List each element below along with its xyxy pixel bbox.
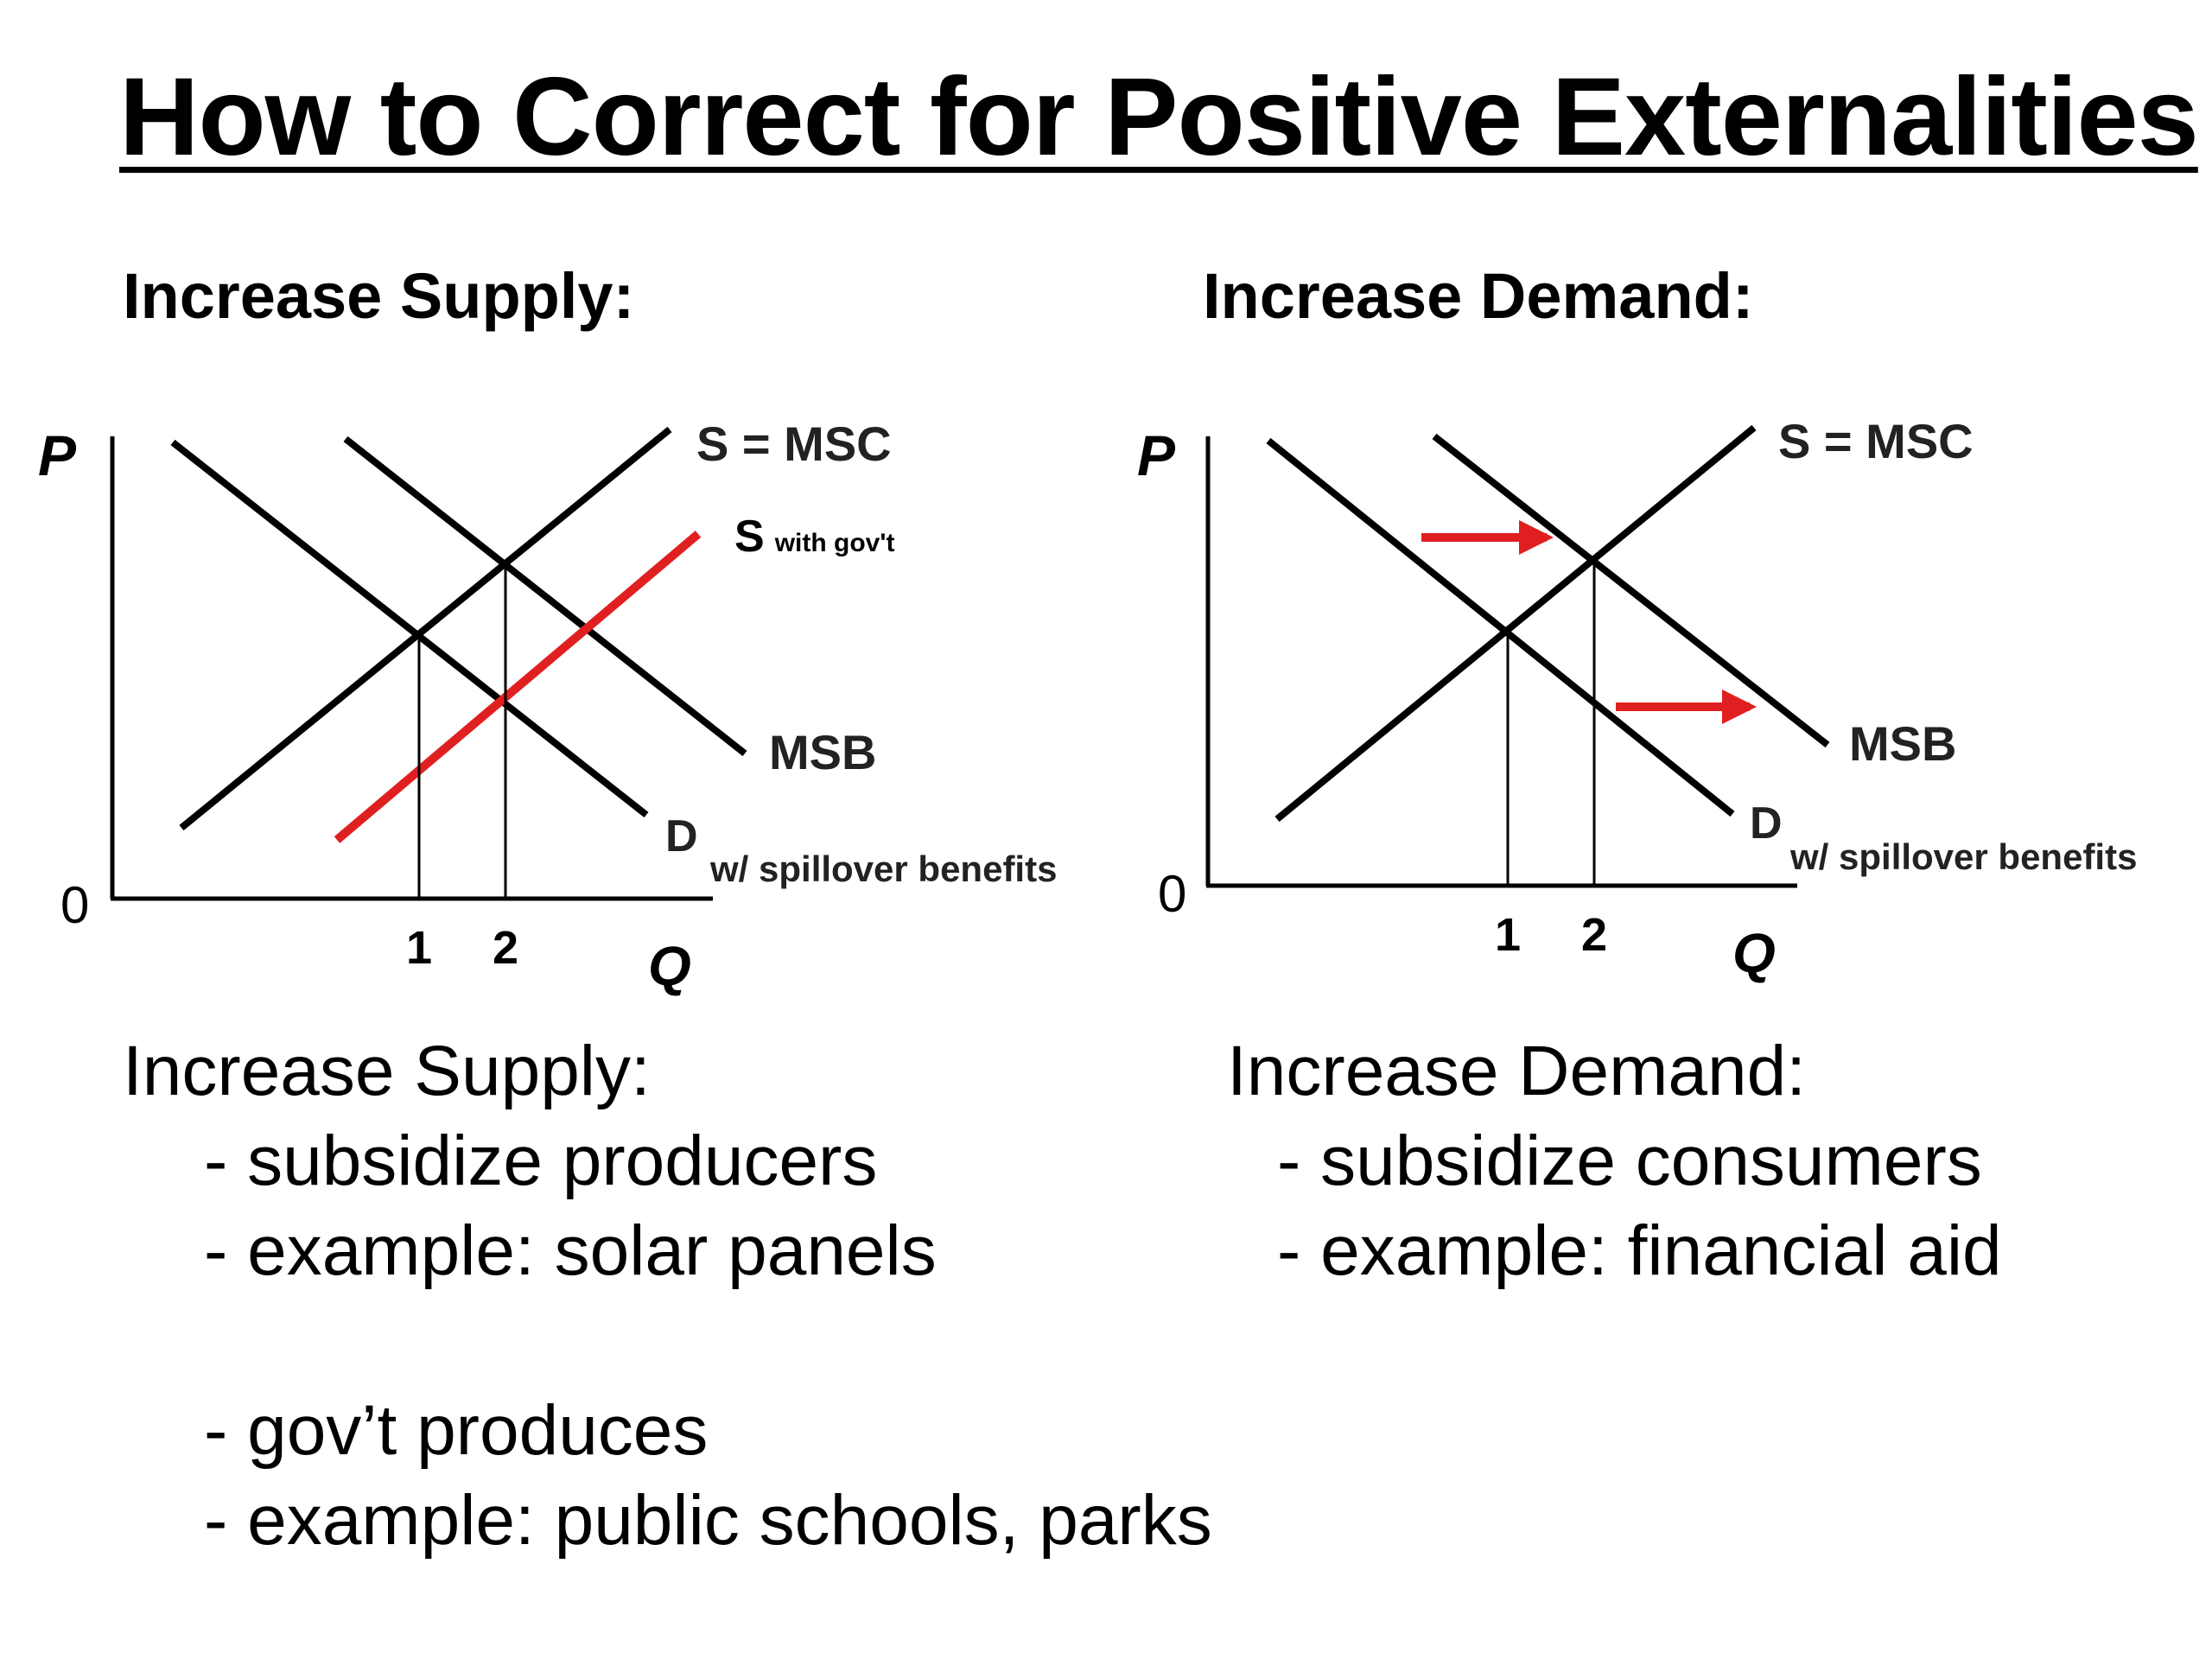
left-bullets-heading: Increase Supply: <box>123 1032 651 1110</box>
right-graph: P 0 1 2 Q S = MSC MSB D w/ spillover ben… <box>1137 414 2137 984</box>
left-q2-tick: 2 <box>493 922 518 974</box>
left-heading: Increase Supply: <box>123 260 635 332</box>
right-msb-curve <box>1432 433 1830 748</box>
left-bullet-subsidize-producers: - subsidize producers <box>204 1122 878 1200</box>
right-x-axis-label: Q <box>1732 922 1776 984</box>
left-gov-supply-curve <box>334 531 702 843</box>
right-supply-label: S = MSC <box>1778 414 1974 468</box>
left-bullet-example-schools: - example: public schools, parks <box>204 1481 1212 1560</box>
right-heading: Increase Demand: <box>1203 260 1754 332</box>
page-title: How to Correct for Positive Externalitie… <box>119 55 2199 179</box>
right-supply-curve <box>1274 424 1757 823</box>
right-bullets-heading: Increase Demand: <box>1227 1032 1807 1110</box>
left-gov-supply-sub: with gov't <box>774 529 895 557</box>
right-bullet-example-aid: - example: financial aid <box>1277 1211 2002 1290</box>
left-bullet-spacer <box>123 1296 1212 1386</box>
left-gov-supply-main: S <box>734 512 765 562</box>
right-q1-tick: 1 <box>1495 909 1521 961</box>
right-bullet-subsidize-consumers: - subsidize consumers <box>1277 1122 1982 1200</box>
right-origin-label: 0 <box>1158 865 1186 923</box>
right-msb-label: MSB <box>1849 716 1956 771</box>
left-bullet-govt-produces: - gov’t produces <box>204 1391 709 1470</box>
right-q2-tick: 2 <box>1581 909 1607 961</box>
left-q1-tick: 1 <box>406 922 432 974</box>
left-demand-curve <box>170 439 649 818</box>
left-demand-label: D <box>665 811 698 861</box>
left-origin-label: 0 <box>60 876 89 934</box>
right-spillover-label: w/ spillover benefits <box>1789 836 2137 877</box>
left-x-axis-label: Q <box>648 935 691 997</box>
left-msb-label: MSB <box>769 725 876 779</box>
right-bullet-list: Increase Demand: - subsidize consumers -… <box>1227 1027 2002 1296</box>
left-msb-curve <box>343 435 747 757</box>
left-bullet-example-solar: - example: solar panels <box>204 1211 937 1290</box>
left-supply-label: S = MSC <box>696 416 892 471</box>
left-spillover-label: w/ spillover benefits <box>709 849 1057 889</box>
right-demand-curve <box>1266 437 1735 817</box>
right-y-axis-label: P <box>1137 423 1176 487</box>
left-bullet-list: Increase Supply: - subsidize producers -… <box>123 1027 1212 1566</box>
left-supply-curve <box>179 426 672 831</box>
left-y-axis-label: P <box>38 423 77 487</box>
right-demand-label: D <box>1750 798 1783 849</box>
